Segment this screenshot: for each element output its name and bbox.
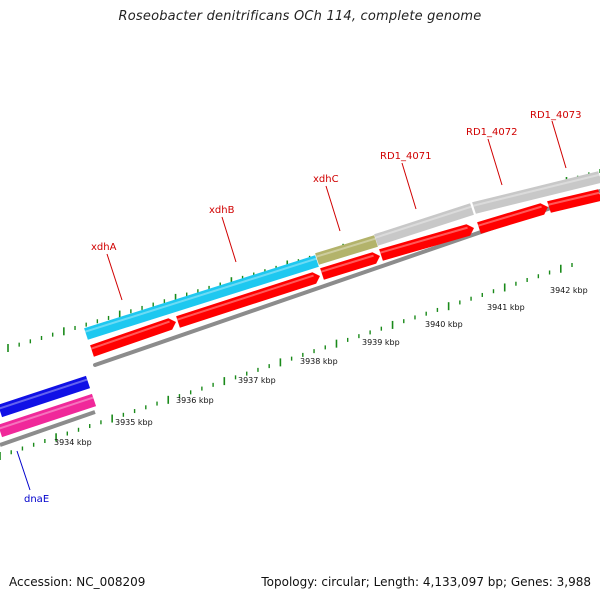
kbp-label: 3941 kbp [487, 303, 525, 312]
gene-RD1_4072-bar-highlight [473, 173, 600, 207]
gene-arrow [90, 318, 176, 357]
gene-features [0, 171, 600, 438]
gene-arrow [176, 272, 320, 328]
map-title: Roseobacter denitrificans OCh 114, compl… [118, 9, 482, 24]
gene-arrow [320, 252, 380, 280]
gene-label-RD1_4073: RD1_4073 [530, 110, 581, 121]
genome-summary: Topology: circular; Length: 4,133,097 bp… [261, 575, 591, 589]
kbp-label: 3934 kbp [54, 438, 92, 447]
kbp-labels: 3934 kbp 3935 kbp 3936 kbp 3937 kbp 3938 kbp… [54, 286, 588, 447]
gene-arrow-highlight [176, 274, 314, 321]
gene-arrow-highlight [477, 205, 542, 227]
accession-label: Accession: NC_008209 [9, 575, 146, 589]
gene-dnaE-bar [0, 375, 91, 418]
gene-arrow-highlight [548, 191, 600, 206]
gene-label-leader [16, 450, 31, 491]
gene-dnaE-bar-highlight [0, 378, 88, 410]
gene-xdhA-bar [84, 255, 319, 340]
backbone-line-lower [0, 410, 96, 447]
gene-dnaE-pink-bar [0, 393, 97, 438]
gene-label-RD1_4071: RD1_4071 [380, 151, 431, 162]
kbp-label: 3940 kbp [425, 320, 463, 329]
gene-RD1_4072-bar [472, 171, 600, 214]
gene-RD1_4071-bar [374, 203, 474, 246]
tick-marks-lower [0, 263, 573, 460]
kbp-label: 3938 kbp [300, 357, 338, 366]
gene-arrow [477, 203, 548, 234]
gene-label-leader [221, 216, 237, 263]
gene-label-xdhB: xdhB [209, 205, 235, 216]
gene-arrow-highlight [320, 254, 374, 273]
kbp-label: 3942 kbp [550, 286, 588, 295]
gene-label-leader [551, 120, 567, 169]
kbp-label: 3939 kbp [362, 338, 400, 347]
gene-label-xdhA: xdhA [91, 242, 117, 253]
gene-RD1_4071-bar-highlight [374, 205, 472, 239]
gene-arrow [547, 189, 600, 213]
gene-labels: xdhA xdhB xdhC RD1_4071 RD1_4072 RD1_4073 dnaE [16, 110, 581, 505]
gene-arrow-highlight [379, 226, 468, 254]
gene-label-leader [401, 162, 417, 210]
gene-arrow-highlight [90, 320, 170, 350]
kbp-label: 3936 kbp [176, 396, 214, 405]
gene-label-leader [325, 185, 341, 232]
gene-label-dnaE: dnaE [24, 494, 49, 505]
gene-label-leader [106, 253, 123, 301]
gene-label-RD1_4072: RD1_4072 [466, 127, 517, 138]
gene-xdhA-bar-highlight [84, 257, 317, 333]
kbp-label: 3937 kbp [238, 376, 276, 385]
gene-xdhC-bar [315, 235, 378, 265]
kbp-label: 3935 kbp [115, 418, 153, 427]
gene-dnaE-pink-bar-highlight [0, 396, 94, 430]
gene-label-leader [487, 138, 503, 186]
gene-xdhC-bar-highlight [315, 237, 376, 258]
gene-arrow [379, 224, 474, 261]
gene-label-xdhC: xdhC [313, 174, 339, 185]
